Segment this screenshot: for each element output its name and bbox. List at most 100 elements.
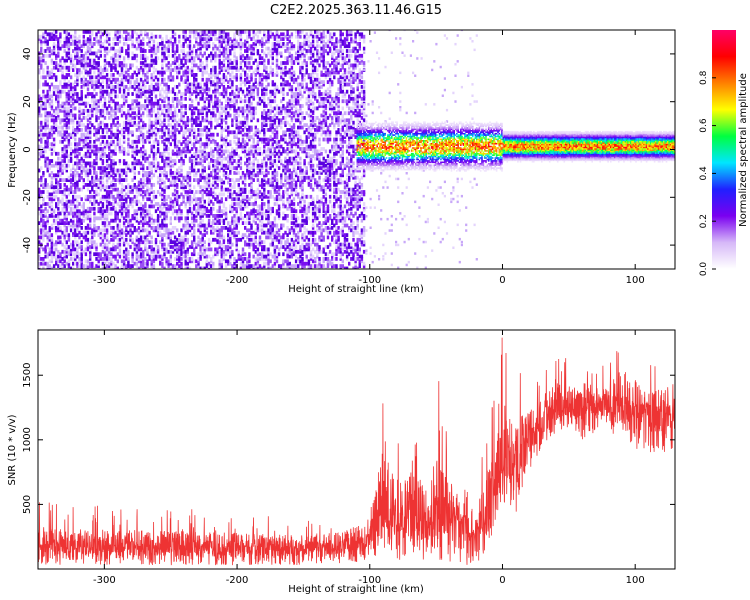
spectrogram-cell [239,61,243,65]
spectrogram-cell [52,249,56,254]
spectrogram-cell [188,178,192,182]
spectrogram-cell [93,96,96,101]
spectrogram-cell [161,73,164,77]
spectrogram-cell [131,214,134,218]
spectrogram-cell [210,209,213,214]
spectrogram-cell [42,171,45,175]
spectrogram-cell [133,120,136,125]
spectrogram-cell [89,194,92,199]
spectrogram-cell [195,82,198,87]
spectrogram-cell [212,264,215,268]
spectrogram-cell [144,32,147,37]
spectrogram-cell [227,226,230,230]
spectrogram-cell [190,252,194,257]
spectrogram-cell [105,166,109,170]
spectrogram-cell [55,125,58,130]
spectrogram-cell [246,104,249,108]
spectrogram-cell [72,118,75,123]
spectrogram-cell [186,237,189,242]
spectrogram-cell [69,65,73,70]
spectrogram-cell [59,108,62,113]
spectrogram-cell [244,80,247,84]
spectrogram-cell [195,51,198,56]
spectrogram-cell [146,159,149,163]
spectrogram-cell [110,163,113,168]
spectrogram-cell [95,226,98,230]
spectrogram-cell [63,204,66,209]
spectrogram-cell [176,44,179,49]
spectrogram-cell [148,173,151,178]
spectrogram-cell [182,237,185,242]
spectrogram-cell [99,235,102,240]
spectrogram-cell [237,204,240,209]
spectrogram-cell [52,194,56,199]
spectrogram-cell [229,209,232,214]
spectrogram-cell [120,197,124,202]
spectrogram-cell [241,149,245,154]
spectrogram-cell [74,144,77,149]
spectrogram-cell [50,94,54,99]
spectrogram-cell [80,252,83,257]
spectrogram-cell [161,261,164,266]
spectrogram-cell [99,156,102,161]
spectrogram-cell [48,113,51,118]
spectrogram-cell [197,116,200,120]
spectrogram-cell [235,240,238,245]
spectrogram-cell [171,249,175,254]
spectrogram-cell [44,30,47,34]
spectrogram-cell [214,106,217,111]
spectrogram-cell [212,73,215,77]
spectrogram-cell [116,49,119,53]
spectrogram-cell [163,106,166,111]
spectrogram-cell [103,171,107,175]
spectrogram-cell [97,130,100,135]
spectrogram-cell [207,163,211,168]
spectrogram-cell [48,159,51,163]
spectrogram-cell [40,75,43,80]
spectrogram-cell [105,259,109,264]
spectrogram-cell [233,42,236,46]
spectrogram-cell [210,230,213,235]
spectrogram-cell [216,108,219,113]
spectrogram-cell [127,104,130,108]
spectrogram-cell [118,46,122,51]
spectrogram-cell [184,92,187,96]
spectrogram-cell [112,139,115,144]
spectrogram-cell [235,116,238,120]
spectrogram-cell [169,39,172,44]
spectrogram-cell [55,77,58,82]
spectrogram-cell [89,68,92,72]
spectrogram-cell [116,106,119,111]
spectrogram-cell [78,113,81,118]
spectrogram-cell [150,144,153,149]
spectrogram-cell [165,87,168,92]
spectrogram-cell [246,151,249,156]
spectrogram-cell [103,261,107,266]
spectrogram-cell [144,159,147,163]
spectrogram-cell [188,96,192,101]
spectrogram-cell [167,75,170,80]
spectrogram-cell [97,125,100,130]
spectrogram-cell [184,223,187,228]
spectrogram-cell [48,202,51,206]
spectrogram-cell [48,87,51,92]
spectrogram-cell [44,75,47,80]
spectrogram-cell [74,87,77,92]
spectrogram-cell [122,85,126,89]
spectrogram-cell [137,180,141,185]
spectrogram-cell [180,242,183,247]
spectrogram-cell [205,63,209,68]
spectrogram-cell [184,230,187,235]
spectrogram-cell [154,56,158,61]
spectrogram-cell [108,156,111,161]
spectrogram-cell [165,211,168,216]
spectrogram-cell [116,214,119,218]
spectrogram-cell [91,180,94,185]
spectrogram-cell [63,230,66,235]
spectrogram-cell [139,252,143,257]
spectrogram-cell [125,226,128,230]
spectrogram-cell [180,168,183,173]
spectrogram-cell [38,254,41,259]
spectrogram-cell [114,144,117,149]
spectrogram-cell [199,161,202,166]
